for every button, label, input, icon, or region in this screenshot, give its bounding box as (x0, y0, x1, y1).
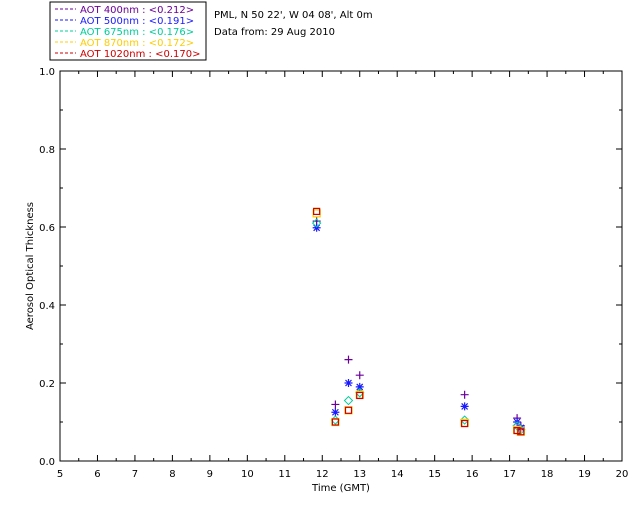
y-axis: 0.0 0.2 0.4 0.6 0.8 1.0 (39, 67, 622, 468)
plot-frame (59, 70, 623, 462)
point-plus (344, 355, 353, 364)
y-tick-label: 0.8 (39, 145, 55, 156)
data-marks (311, 207, 526, 436)
point-square (517, 428, 525, 436)
legend: AOT 400nm : <0.212>AOT 500nm : <0.191>AO… (49, 1, 207, 61)
x-tick-label: 10 (241, 469, 254, 480)
x-tick-label: 15 (428, 469, 441, 480)
x-tick-label: 16 (466, 469, 479, 480)
point-square (513, 426, 521, 435)
point-square (356, 391, 364, 400)
y-tick-label: 1.0 (39, 67, 55, 78)
x-tick-label: 20 (616, 469, 629, 480)
legend-entry: AOT 500nm : <0.191> (80, 16, 194, 27)
x-tick-label: 14 (391, 469, 404, 480)
point-asterisk (460, 402, 469, 411)
x-tick-label: 11 (278, 469, 291, 480)
x-tick-label: 17 (503, 469, 516, 480)
point-square (344, 406, 353, 414)
x-tick-label: 13 (353, 469, 366, 480)
legend-entry: AOT 870nm : <0.172> (80, 38, 194, 49)
point-diamond (343, 395, 354, 406)
x-tick-label: 9 (207, 469, 213, 480)
x-tick-label: 8 (169, 469, 175, 480)
y-tick-label: 0.4 (39, 301, 55, 312)
point-square (313, 207, 321, 215)
legend-entry: AOT 400nm : <0.212> (80, 5, 194, 16)
date-info: Data from: 29 Aug 2010 (214, 27, 335, 38)
x-tick-label: 5 (57, 469, 63, 480)
y-tick-label: 0.0 (39, 457, 55, 468)
x-axis: 5 6 7 8 9 10 11 12 13 14 15 16 17 18 19 20 (57, 71, 629, 480)
legend-entry: AOT 1020nm : <0.170> (80, 49, 200, 60)
y-axis-label: Aerosol Optical Thickness (25, 202, 36, 330)
x-tick-label: 7 (132, 469, 138, 480)
point-square (461, 419, 469, 428)
point-plus (355, 371, 364, 380)
x-tick-label: 6 (94, 469, 100, 480)
x-axis-label: Time (GMT) (311, 483, 370, 494)
point-square (331, 418, 339, 426)
point-asterisk (355, 382, 364, 391)
point-asterisk (331, 408, 340, 417)
x-tick-label: 12 (316, 469, 329, 480)
x-tick-label: 19 (578, 469, 591, 480)
x-tick-label: 18 (541, 469, 554, 480)
y-tick-label: 0.2 (39, 379, 55, 390)
point-asterisk (344, 379, 353, 387)
point-plus (460, 390, 469, 399)
point-diamond (311, 218, 322, 228)
y-tick-label: 0.6 (39, 223, 55, 234)
legend-entry: AOT 675nm : <0.176> (80, 27, 194, 38)
site-info: PML, N 50 22', W 04 08', Alt 0m (214, 10, 373, 21)
point-plus (331, 400, 340, 409)
